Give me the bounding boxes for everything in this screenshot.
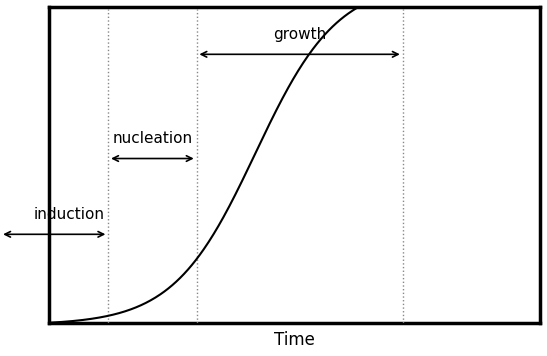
X-axis label: Time: Time: [274, 331, 315, 349]
Text: nucleation: nucleation: [112, 131, 193, 146]
Text: growth: growth: [273, 27, 326, 42]
Text: induction: induction: [33, 207, 104, 222]
